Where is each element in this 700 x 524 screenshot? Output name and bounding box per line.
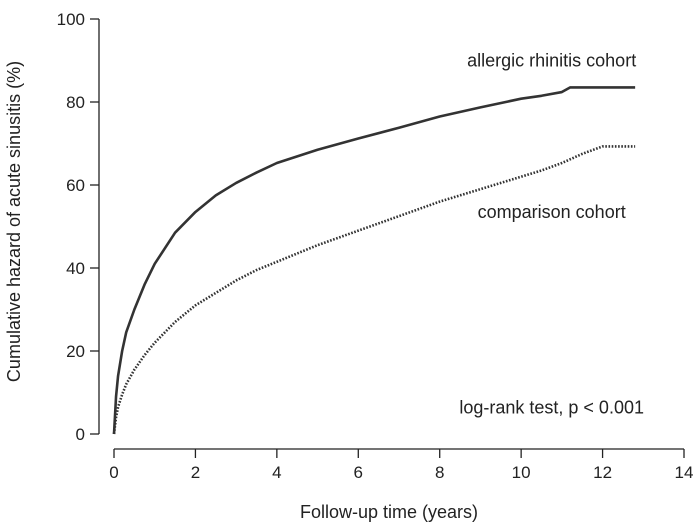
series-layer: [112, 86, 636, 435]
x-tick-label-0: 0: [109, 463, 118, 482]
series-line-comparison: [112, 145, 636, 435]
x-tick-label-6: 6: [354, 463, 363, 482]
x-tick-label-8: 8: [435, 463, 444, 482]
x-axis-title: Follow-up time (years): [300, 502, 478, 522]
x-ticks: 0 2 4 6 8 10 12 14: [109, 449, 693, 482]
annotation-allergic-rhinitis-label: allergic rhinitis cohort: [467, 51, 636, 71]
axes: [98, 19, 684, 450]
series-line-allergic-rhinitis: [112, 86, 636, 435]
x-tick-label-12: 12: [593, 463, 612, 482]
x-tick-label-2: 2: [191, 463, 200, 482]
x-tick-label-10: 10: [512, 463, 531, 482]
x-tick-label-14: 14: [675, 463, 694, 482]
annotation-log-rank-test: log-rank test, p < 0.001: [459, 397, 644, 417]
x-tick-label-4: 4: [272, 463, 281, 482]
y-ticks: 0 20 40 60 80 100: [57, 10, 99, 444]
y-tick-label-20: 20: [66, 342, 85, 361]
y-tick-label-40: 40: [66, 259, 85, 278]
y-axis-title: Cumulative hazard of acute sinusitis (%): [4, 61, 24, 382]
annotation-comparison-label: comparison cohort: [478, 202, 626, 222]
y-tick-label-60: 60: [66, 176, 85, 195]
y-tick-label-100: 100: [57, 10, 85, 29]
y-tick-label-80: 80: [66, 93, 85, 112]
annotation-layer: allergic rhinitis cohort comparison cohor…: [459, 51, 644, 418]
y-tick-label-0: 0: [76, 425, 85, 444]
